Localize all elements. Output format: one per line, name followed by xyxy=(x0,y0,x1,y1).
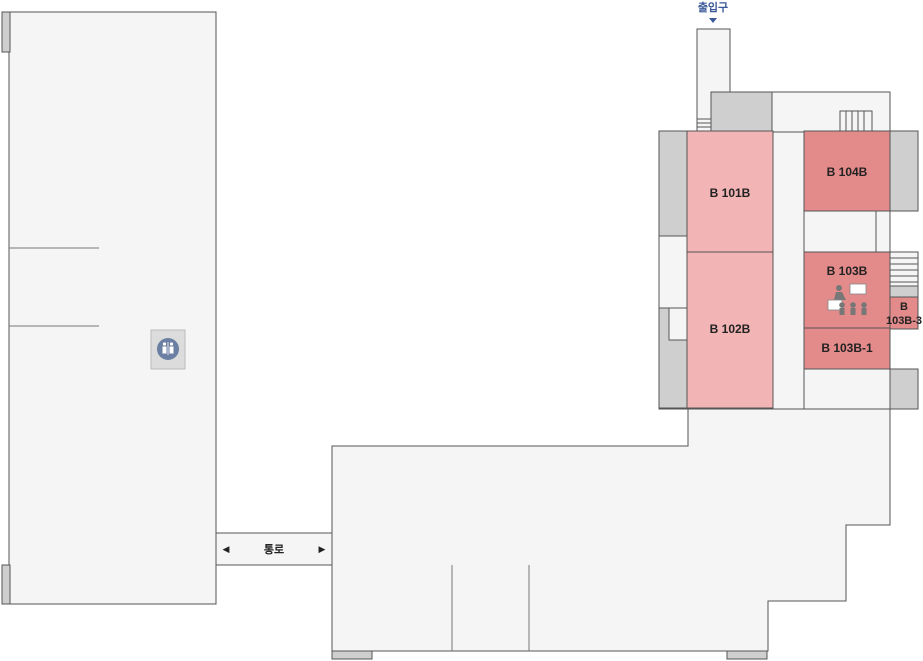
room-b102b-label: B 102B xyxy=(710,322,751,336)
left-building-outline xyxy=(8,11,217,605)
lower-left-block xyxy=(331,650,373,660)
left-building xyxy=(1,11,217,605)
east-block-mid xyxy=(889,285,919,299)
left-building-top-block xyxy=(1,11,11,53)
room-b103b[interactable]: B 103B xyxy=(803,251,891,329)
west-block-notch xyxy=(668,307,688,341)
inner-corridor-notch xyxy=(875,210,891,253)
room-b103b3[interactable]: B 103B-3 xyxy=(886,296,922,330)
lower-right-block xyxy=(726,650,768,660)
entrance-label: 출입구 xyxy=(698,0,728,14)
room-b104b[interactable]: B 104B xyxy=(803,130,891,212)
corridor-label: 통로 xyxy=(264,543,284,556)
east-stairs xyxy=(889,251,919,287)
room-b103b-label: B 103B xyxy=(827,264,868,278)
upper-hall-block xyxy=(710,91,773,133)
restroom-icon[interactable] xyxy=(150,329,186,370)
lecture-room-icon xyxy=(827,283,867,315)
corridor-left-arrow[interactable]: ◀ xyxy=(223,545,230,555)
corridor-right-arrow[interactable]: ▶ xyxy=(319,545,326,555)
inner-room-bottom xyxy=(803,368,891,410)
room-b103b3-label-line1: B xyxy=(900,301,908,313)
left-building-bottom-block xyxy=(1,564,11,605)
west-block-upper xyxy=(658,130,688,237)
east-block-upper xyxy=(889,130,919,212)
entrance-arrow-icon xyxy=(709,18,717,23)
corridor[interactable]: ◀ 통로 ▶ xyxy=(215,532,333,566)
right-building-lower-outline xyxy=(331,407,891,652)
entrance-marker[interactable]: 출입구 xyxy=(698,0,728,23)
room-b101b-label: B 101B xyxy=(710,186,751,200)
room-b103b1[interactable]: B 103B-1 xyxy=(803,327,891,370)
room-b102b[interactable]: B 102B xyxy=(686,251,774,409)
room-b103b1-label: B 103B-1 xyxy=(821,341,873,355)
east-block-lower xyxy=(889,368,919,410)
room-b103b3-label-line2: 103B-3 xyxy=(886,315,922,327)
room-b101b[interactable]: B 101B xyxy=(686,130,774,253)
room-b104b-label: B 104B xyxy=(827,165,868,179)
entrance-stairs xyxy=(697,118,711,128)
